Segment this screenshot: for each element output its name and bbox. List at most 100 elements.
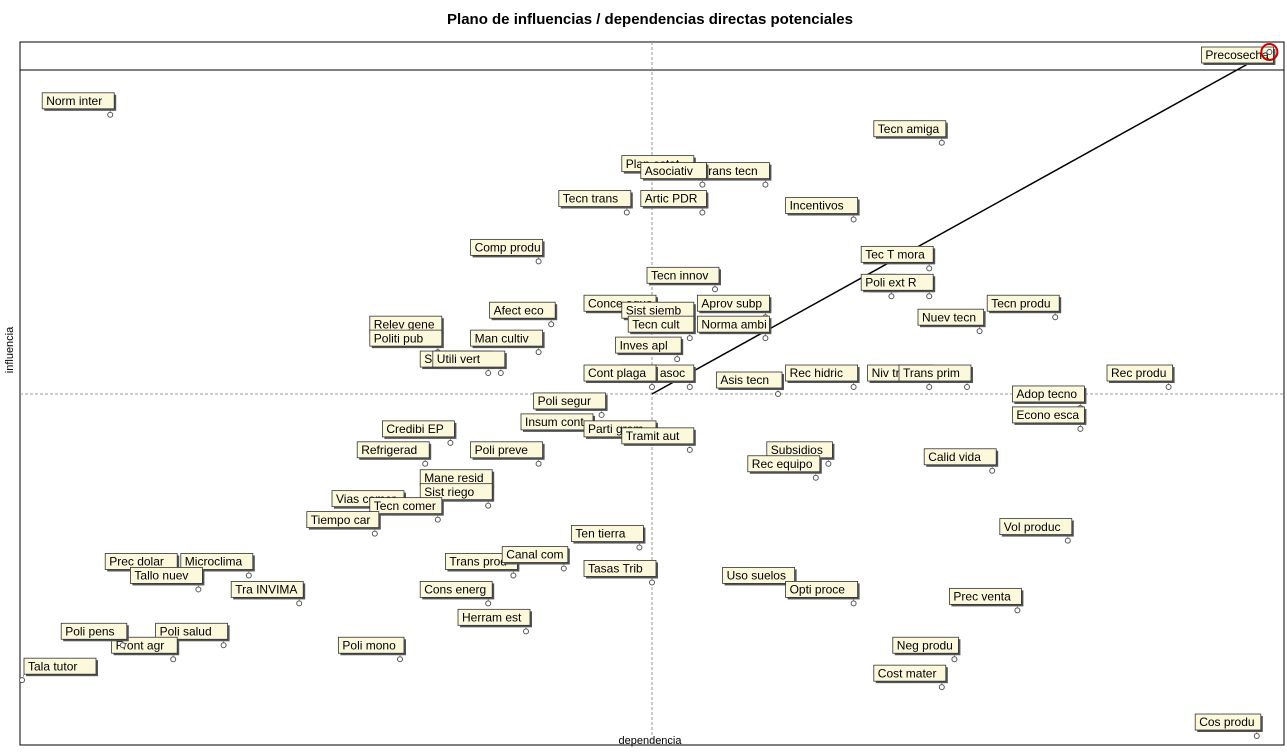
- point-label: Tecn comer: [374, 499, 436, 513]
- point: [686, 384, 693, 391]
- point: [699, 209, 706, 216]
- point: [674, 356, 681, 363]
- point: [951, 656, 958, 663]
- y-axis-label: influencia: [4, 326, 16, 373]
- point-label: Poli preve: [475, 443, 529, 457]
- point-label: Politi pub: [374, 331, 424, 345]
- label-box: [558, 190, 632, 207]
- point-label: Asociativ: [645, 164, 693, 178]
- point: [636, 544, 643, 551]
- label-box: [419, 581, 493, 598]
- label-box: [356, 441, 430, 459]
- label-box: [1012, 385, 1085, 403]
- point-label: Tala tutor: [28, 659, 77, 673]
- point-label: Tecn cult: [632, 317, 680, 331]
- point: [926, 384, 933, 391]
- label-box: [898, 364, 972, 382]
- point-label: Poli segur: [538, 394, 591, 408]
- point-label: Trans tecn: [701, 164, 757, 178]
- point-label: Tec T mora: [865, 248, 925, 262]
- point: [1077, 425, 1084, 432]
- point-label: Tallo nuev: [134, 569, 188, 583]
- point-label: Insum cont: [525, 415, 584, 429]
- label-box: [722, 567, 795, 584]
- point-label: Afect eco: [494, 303, 544, 317]
- label-box: [621, 427, 695, 445]
- point: [548, 321, 555, 328]
- label-box: [60, 622, 128, 640]
- point-label: Man cultiv: [475, 331, 529, 345]
- point-label: Artic PDR: [645, 192, 698, 206]
- label-box: [923, 448, 997, 466]
- point: [762, 181, 769, 188]
- point: [535, 349, 542, 356]
- point: [926, 265, 933, 272]
- label-box: [640, 190, 707, 207]
- point-label: Econo esca: [1016, 408, 1079, 422]
- point: [1266, 48, 1273, 55]
- point-label: Tiempo car: [311, 513, 371, 527]
- point: [535, 258, 542, 265]
- label-box: [640, 162, 707, 180]
- label-box: [785, 364, 858, 382]
- point-label: Front agr: [116, 638, 165, 652]
- point-label: Tecn innov: [651, 268, 708, 282]
- label-box: [571, 525, 644, 542]
- point-label: Herram est: [462, 610, 522, 624]
- point: [1014, 607, 1021, 614]
- point: [850, 600, 857, 607]
- label-box: [627, 315, 695, 333]
- label-box: [533, 392, 606, 410]
- point: [1052, 314, 1059, 321]
- point: [686, 335, 693, 342]
- point: [195, 586, 202, 593]
- point-label: Tecn amiga: [878, 122, 940, 136]
- label-box: [1106, 364, 1173, 382]
- label-box: [470, 238, 544, 256]
- point: [19, 677, 25, 684]
- label-box: [860, 273, 934, 291]
- point: [510, 572, 517, 579]
- point-label: Refrigerad: [361, 443, 417, 457]
- point-label: Tramit aut: [626, 429, 680, 443]
- point-label: Cost mater: [878, 666, 937, 680]
- point: [1253, 733, 1260, 740]
- label-box: [230, 581, 304, 598]
- point-label: Poli salud: [160, 624, 212, 638]
- point-label: Neg produ: [897, 638, 953, 652]
- point-label: Mane resid: [424, 471, 483, 485]
- point-label: Trans prim: [903, 366, 960, 380]
- point: [245, 572, 252, 579]
- label-box: [873, 120, 947, 138]
- point: [485, 600, 492, 607]
- point: [497, 370, 504, 377]
- point-label: Trans prod: [449, 555, 507, 569]
- label-box: [860, 245, 934, 263]
- label-box: [583, 364, 657, 382]
- label-box: [697, 315, 770, 333]
- label-box: [785, 581, 858, 598]
- x-axis-label: dependencia: [618, 735, 682, 747]
- point-label: Adop tecno: [1016, 387, 1077, 401]
- point-label: Cons energ: [424, 583, 486, 597]
- point-label: Utili vert: [437, 352, 481, 366]
- point: [422, 460, 429, 467]
- label-box: [1012, 406, 1085, 424]
- point: [485, 370, 492, 377]
- label-box: [470, 329, 544, 347]
- point-label: Incentivos: [790, 199, 844, 213]
- point: [623, 209, 630, 216]
- point: [926, 293, 933, 300]
- point-label: Nuev tecn: [922, 310, 976, 324]
- point: [560, 565, 567, 572]
- point-label: Cont plaga: [588, 366, 646, 380]
- label-box: [369, 497, 443, 515]
- label-box: [129, 567, 203, 584]
- label-box: [41, 92, 115, 110]
- label-box: [785, 197, 858, 214]
- point-label: Rec hidric: [790, 366, 843, 380]
- label-box: [949, 587, 1022, 605]
- point-label: Prec venta: [953, 590, 1011, 604]
- point: [535, 460, 542, 467]
- point: [397, 656, 403, 663]
